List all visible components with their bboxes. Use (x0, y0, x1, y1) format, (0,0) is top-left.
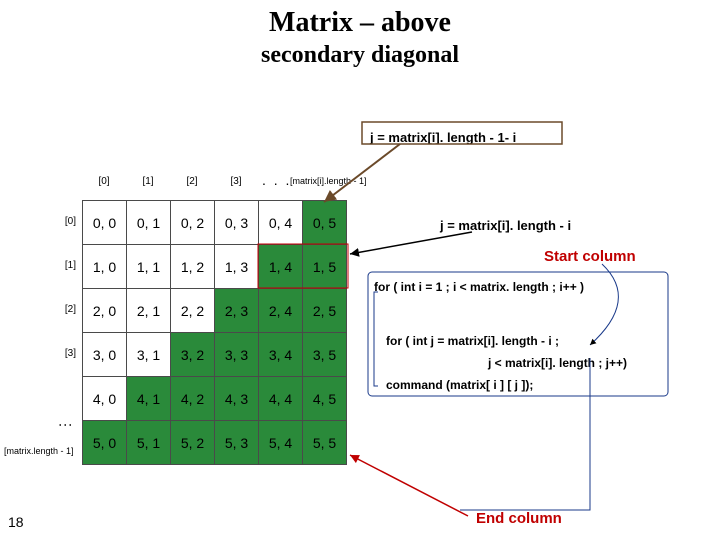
row-last-label: [matrix.length - 1] (4, 446, 74, 456)
matrix-cell: 5, 2 (171, 421, 215, 465)
matrix-grid: 0, 00, 10, 20, 30, 40, 5 1, 01, 11, 21, 3… (82, 200, 347, 465)
column-last-label: [matrix[i].length - 1] (290, 176, 367, 186)
matrix-cell: 4, 3 (215, 377, 259, 421)
row-headers: [0] [1] [2] [3] (52, 200, 76, 376)
matrix-cell: 1, 2 (171, 245, 215, 289)
matrix-cell: 2, 2 (171, 289, 215, 333)
column-headers: [0] [1] [2] [3] (82, 176, 258, 187)
col-header: [1] (126, 176, 170, 187)
matrix-cell: 5, 3 (215, 421, 259, 465)
matrix-cell: 1, 1 (127, 245, 171, 289)
matrix-cell: 4, 1 (127, 377, 171, 421)
row-dots: ⋮ (58, 418, 74, 432)
matrix-cell: 4, 0 (83, 377, 127, 421)
end-column-label: End column (476, 510, 562, 527)
row-header: [3] (52, 332, 76, 376)
inner-loop-code-b: j < matrix[i]. length ; j++) (488, 356, 627, 370)
matrix-cell: 2, 0 (83, 289, 127, 333)
anno-j-minus-i: j = matrix[i]. length - i (440, 218, 571, 233)
column-dots: . . . (262, 172, 291, 188)
matrix-cell: 0, 1 (127, 201, 171, 245)
page-number: 18 (8, 514, 24, 530)
col-header: [3] (214, 176, 258, 187)
matrix-cell: 1, 4 (259, 245, 303, 289)
matrix-cell: 0, 5 (303, 201, 347, 245)
anno2-arrow (350, 232, 472, 254)
col-header: [0] (82, 176, 126, 187)
matrix-cell: 0, 4 (259, 201, 303, 245)
matrix-cell: 2, 3 (215, 289, 259, 333)
matrix-cell: 2, 4 (259, 289, 303, 333)
matrix-cell: 5, 1 (127, 421, 171, 465)
matrix-cell: 3, 2 (171, 333, 215, 377)
start-column-label: Start column (544, 248, 636, 265)
matrix-cell: 4, 4 (259, 377, 303, 421)
row-header: [2] (52, 288, 76, 332)
matrix-cell: 5, 5 (303, 421, 347, 465)
col-header: [2] (170, 176, 214, 187)
outer-loop-code: for ( int i = 1 ; i < matrix. length ; i… (374, 280, 584, 294)
matrix-cell: 3, 0 (83, 333, 127, 377)
command-code: command (matrix[ i ] [ j ]); (386, 378, 533, 392)
matrix-cell: 2, 5 (303, 289, 347, 333)
matrix-cell: 2, 1 (127, 289, 171, 333)
matrix-cell: 5, 4 (259, 421, 303, 465)
start-column-connector (590, 264, 618, 345)
anno-j-minus-1-i: j = matrix[i]. length - 1- i (370, 130, 516, 145)
row-header: [1] (52, 244, 76, 288)
matrix-cell: 1, 3 (215, 245, 259, 289)
matrix-cell: 5, 0 (83, 421, 127, 465)
matrix-cell: 4, 2 (171, 377, 215, 421)
matrix-cell: 3, 4 (259, 333, 303, 377)
matrix-cell: 3, 5 (303, 333, 347, 377)
loop-bracket (374, 292, 378, 386)
slide-title: Matrix – above secondary diagonal (0, 0, 720, 70)
matrix-cell: 0, 3 (215, 201, 259, 245)
matrix-cell: 1, 0 (83, 245, 127, 289)
anno1-arrow (324, 144, 400, 202)
matrix-cell: 0, 2 (171, 201, 215, 245)
inner-loop-code-a: for ( int j = matrix[i]. length - i ; (386, 334, 559, 348)
matrix-cell: 3, 1 (127, 333, 171, 377)
title-line-2: secondary diagonal (261, 42, 459, 68)
matrix-cell: 4, 5 (303, 377, 347, 421)
end-column-arrow (350, 455, 468, 516)
row-header: [0] (52, 200, 76, 244)
matrix-cell: 3, 3 (215, 333, 259, 377)
title-line-1: Matrix – above (269, 7, 451, 38)
matrix-cell: 0, 0 (83, 201, 127, 245)
matrix-cell: 1, 5 (303, 245, 347, 289)
